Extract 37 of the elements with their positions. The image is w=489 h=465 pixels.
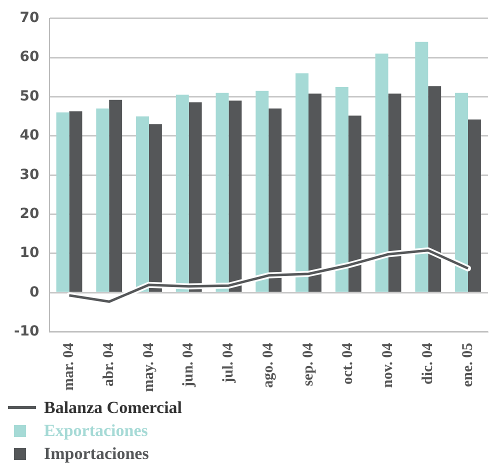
legend-label: Exportaciones [44, 420, 148, 440]
x-tick-label: mar. 04 [61, 342, 78, 391]
bar [96, 108, 110, 292]
bar [375, 54, 388, 292]
x-tick-label: may. 04 [140, 342, 157, 392]
bar [136, 116, 149, 292]
y-tick-label: 0 [30, 284, 40, 300]
bar [455, 92, 468, 292]
bar [256, 90, 269, 292]
x-tick-label: nov. 04 [380, 342, 396, 388]
y-tick-label: -10 [14, 323, 40, 340]
y-tick-label: 60 [20, 49, 40, 66]
bar [216, 92, 229, 292]
bar [56, 112, 70, 292]
x-tick-label: jun. 04 [180, 342, 197, 388]
bar [69, 111, 82, 292]
legend-label: Balanza Comercial [44, 398, 182, 418]
x-tick-label: oct. 04 [340, 342, 356, 384]
legend-label: Importaciones [44, 444, 149, 464]
bar [335, 86, 348, 292]
y-tick-label: 10 [20, 245, 40, 262]
x-tick-label: ene. 05 [460, 342, 476, 388]
y-tick-label: 70 [20, 10, 40, 26]
y-tick-label: 20 [20, 206, 40, 222]
x-tick-label: sep. 04 [300, 342, 316, 386]
x-tick-label: abr. 04 [100, 342, 117, 386]
x-tick-label: jul. 04 [220, 342, 237, 384]
bar [109, 100, 122, 292]
bar [176, 94, 189, 292]
bar [415, 42, 428, 292]
y-tick-label: 40 [20, 128, 40, 144]
x-tick-label: ago. 04 [260, 342, 276, 388]
y-tick-label: 30 [20, 166, 40, 183]
y-tick-label: 50 [20, 88, 40, 104]
bar [468, 119, 481, 292]
x-tick-label: dic. 04 [420, 342, 436, 385]
bar [296, 73, 308, 292]
